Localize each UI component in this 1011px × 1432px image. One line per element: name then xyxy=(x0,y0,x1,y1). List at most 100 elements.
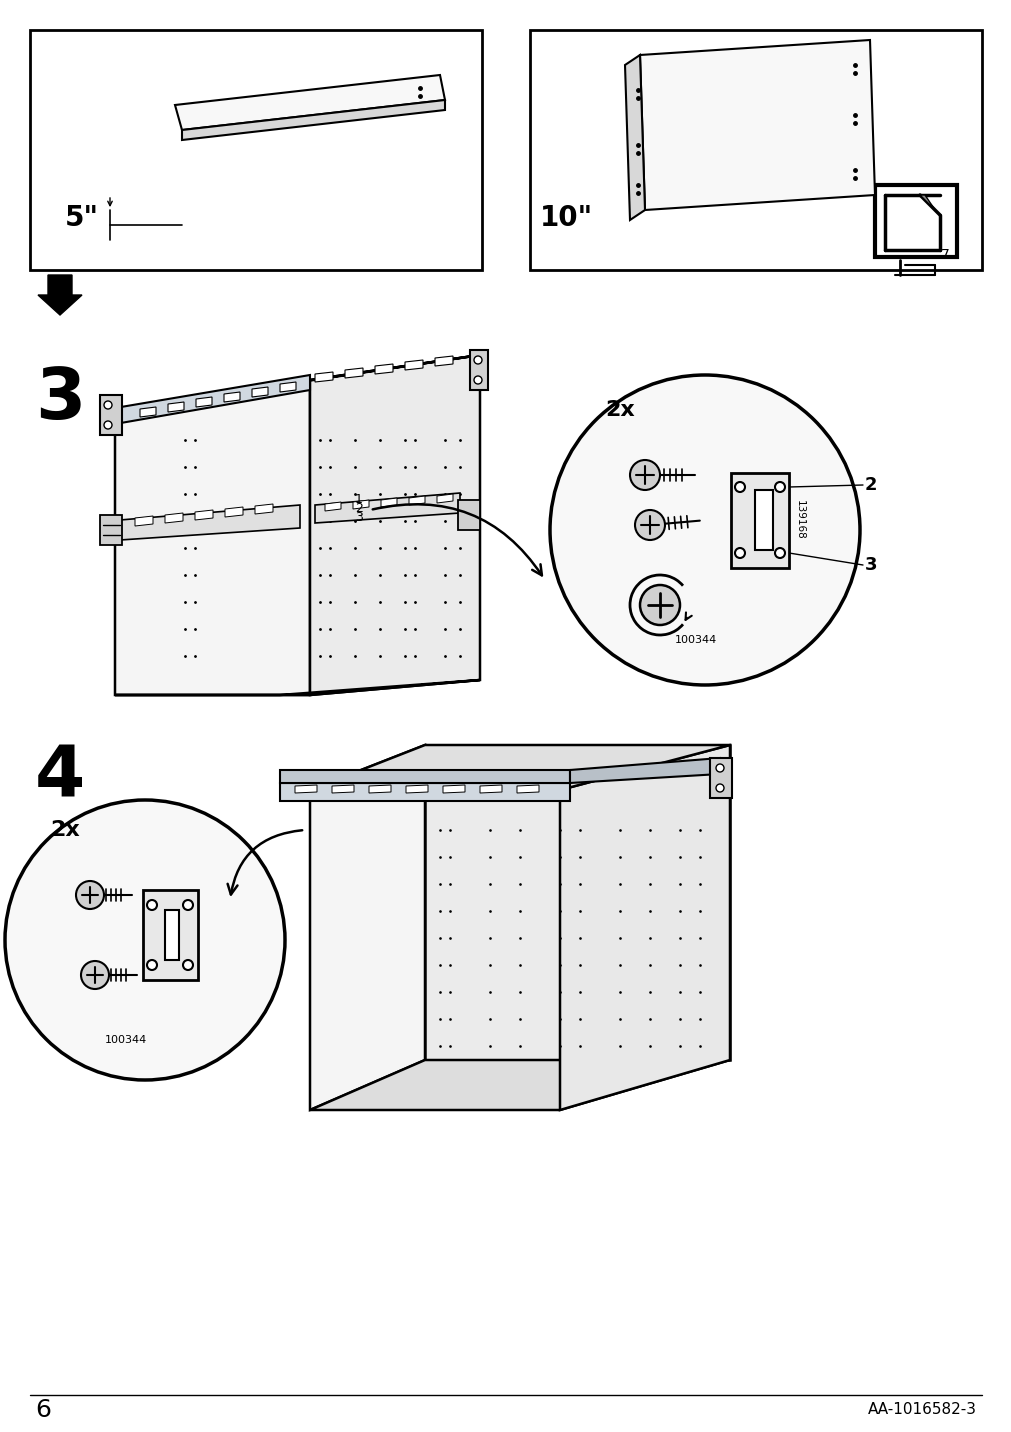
Circle shape xyxy=(147,899,157,909)
Polygon shape xyxy=(443,785,464,793)
Bar xyxy=(30,30,481,271)
Polygon shape xyxy=(425,745,729,1060)
Polygon shape xyxy=(165,513,183,523)
Circle shape xyxy=(716,765,723,772)
Polygon shape xyxy=(224,507,243,517)
Polygon shape xyxy=(195,510,212,520)
Polygon shape xyxy=(280,770,569,783)
Bar xyxy=(100,516,122,546)
Text: 3: 3 xyxy=(864,556,877,574)
Polygon shape xyxy=(196,397,211,407)
Text: 7: 7 xyxy=(940,248,949,262)
Circle shape xyxy=(734,483,744,493)
Polygon shape xyxy=(437,494,453,503)
Polygon shape xyxy=(280,382,295,392)
Text: 1: 1 xyxy=(355,494,363,507)
Polygon shape xyxy=(639,40,875,211)
Bar xyxy=(458,500,479,530)
Text: 10": 10" xyxy=(540,203,592,232)
Text: 4: 4 xyxy=(35,743,85,812)
Polygon shape xyxy=(168,402,184,412)
Polygon shape xyxy=(309,1060,729,1110)
Polygon shape xyxy=(223,392,240,402)
Polygon shape xyxy=(325,503,341,511)
Polygon shape xyxy=(332,785,354,793)
Text: 3: 3 xyxy=(355,511,363,524)
Bar xyxy=(530,30,981,271)
Polygon shape xyxy=(369,785,390,793)
Polygon shape xyxy=(210,385,409,680)
Circle shape xyxy=(639,586,679,624)
Text: 100344: 100344 xyxy=(105,1035,148,1045)
Circle shape xyxy=(147,959,157,969)
Circle shape xyxy=(473,357,481,364)
Polygon shape xyxy=(435,357,453,367)
Bar xyxy=(165,909,179,959)
Circle shape xyxy=(630,460,659,490)
Polygon shape xyxy=(182,100,445,140)
Polygon shape xyxy=(115,355,479,415)
Polygon shape xyxy=(517,785,539,793)
Bar xyxy=(710,758,731,798)
Polygon shape xyxy=(280,783,569,800)
Circle shape xyxy=(549,375,859,684)
Polygon shape xyxy=(569,758,719,783)
Polygon shape xyxy=(252,387,268,397)
Polygon shape xyxy=(134,516,153,526)
Text: 2: 2 xyxy=(864,475,877,494)
Polygon shape xyxy=(295,785,316,793)
Polygon shape xyxy=(115,379,309,695)
Polygon shape xyxy=(140,407,156,417)
Bar xyxy=(730,473,789,569)
Polygon shape xyxy=(479,785,501,793)
Circle shape xyxy=(104,401,112,410)
Circle shape xyxy=(634,510,664,540)
Polygon shape xyxy=(115,680,479,695)
Polygon shape xyxy=(919,195,939,215)
Circle shape xyxy=(5,800,285,1080)
Circle shape xyxy=(81,961,109,990)
Polygon shape xyxy=(38,275,82,315)
Polygon shape xyxy=(380,498,396,507)
Circle shape xyxy=(774,483,785,493)
Polygon shape xyxy=(120,505,299,540)
Polygon shape xyxy=(255,504,273,514)
Bar xyxy=(469,349,487,390)
Text: 100344: 100344 xyxy=(674,634,717,644)
Bar xyxy=(100,395,122,435)
Polygon shape xyxy=(309,745,729,790)
Polygon shape xyxy=(405,785,428,793)
Text: 3: 3 xyxy=(35,365,85,434)
Text: 2x: 2x xyxy=(605,400,634,420)
Polygon shape xyxy=(345,368,363,378)
Polygon shape xyxy=(408,495,425,505)
Bar xyxy=(143,891,198,979)
Polygon shape xyxy=(559,745,729,1110)
Polygon shape xyxy=(115,375,309,424)
Polygon shape xyxy=(175,74,445,130)
Text: 2: 2 xyxy=(355,503,363,516)
Circle shape xyxy=(716,783,723,792)
Polygon shape xyxy=(625,54,644,221)
Polygon shape xyxy=(404,359,423,369)
Circle shape xyxy=(183,899,193,909)
Circle shape xyxy=(774,548,785,558)
Text: 139168: 139168 xyxy=(795,500,804,540)
Circle shape xyxy=(734,548,744,558)
Circle shape xyxy=(473,377,481,384)
Text: AA-1016582-3: AA-1016582-3 xyxy=(867,1402,976,1418)
Polygon shape xyxy=(314,372,333,382)
Bar xyxy=(754,490,772,550)
Polygon shape xyxy=(309,355,479,695)
Polygon shape xyxy=(309,745,425,1110)
Text: 6: 6 xyxy=(35,1398,51,1422)
Circle shape xyxy=(104,421,112,430)
Circle shape xyxy=(76,881,104,909)
Bar xyxy=(875,185,956,256)
Polygon shape xyxy=(314,493,460,523)
Polygon shape xyxy=(353,500,369,508)
Polygon shape xyxy=(375,364,392,374)
Text: 2x: 2x xyxy=(50,821,80,841)
Circle shape xyxy=(183,959,193,969)
Text: 5": 5" xyxy=(65,203,99,232)
